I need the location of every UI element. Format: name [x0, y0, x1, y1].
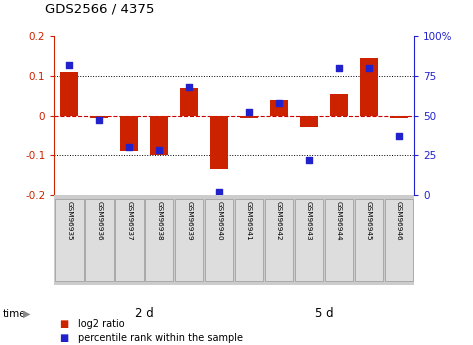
Bar [390, 116, 408, 118]
Bar [150, 116, 168, 155]
Bar [295, 198, 323, 281]
Bar [330, 94, 348, 116]
Text: GSM96938: GSM96938 [156, 201, 162, 241]
Point [96, 118, 103, 123]
Text: GSM96937: GSM96937 [126, 201, 132, 241]
Bar [235, 198, 263, 281]
Point [365, 65, 373, 71]
Text: GSM96936: GSM96936 [96, 201, 102, 241]
Point [245, 110, 253, 115]
Text: percentile rank within the sample: percentile rank within the sample [78, 333, 243, 343]
Text: ▶: ▶ [23, 309, 30, 319]
Text: time: time [2, 309, 26, 319]
Bar [115, 198, 143, 281]
Point [305, 157, 313, 163]
Text: GSM96935: GSM96935 [66, 201, 72, 241]
Point [125, 145, 133, 150]
Bar [180, 88, 198, 116]
Bar [325, 198, 353, 281]
Text: 2 d: 2 d [135, 307, 154, 321]
Point [395, 134, 403, 139]
Text: ■: ■ [59, 319, 69, 329]
Bar [145, 198, 174, 281]
Text: GSM96940: GSM96940 [216, 201, 222, 241]
Text: log2 ratio: log2 ratio [78, 319, 125, 329]
Bar [360, 58, 378, 116]
Bar [90, 116, 108, 118]
Text: GSM96942: GSM96942 [276, 201, 282, 241]
Text: GSM96939: GSM96939 [186, 201, 192, 241]
Text: GSM96944: GSM96944 [336, 201, 342, 241]
Bar [61, 72, 79, 116]
Bar [120, 116, 138, 151]
Point [215, 189, 223, 195]
Text: GSM96945: GSM96945 [366, 201, 372, 241]
Point [66, 62, 73, 68]
Bar [55, 198, 84, 281]
Bar [385, 198, 413, 281]
Bar [270, 100, 288, 116]
Text: GDS2566 / 4375: GDS2566 / 4375 [45, 2, 154, 16]
Bar [240, 116, 258, 118]
Bar [205, 198, 233, 281]
Text: GSM96941: GSM96941 [246, 201, 252, 241]
Bar [85, 198, 114, 281]
Bar [175, 198, 203, 281]
Text: ■: ■ [59, 333, 69, 343]
Text: GSM96943: GSM96943 [306, 201, 312, 241]
Bar [355, 198, 383, 281]
Point [335, 65, 343, 71]
Bar [210, 116, 228, 169]
Bar [300, 116, 318, 127]
Point [156, 148, 163, 153]
Bar [265, 198, 293, 281]
Text: 5 d: 5 d [315, 307, 333, 321]
Point [185, 84, 193, 90]
Point [275, 100, 283, 106]
Text: GSM96946: GSM96946 [396, 201, 402, 241]
